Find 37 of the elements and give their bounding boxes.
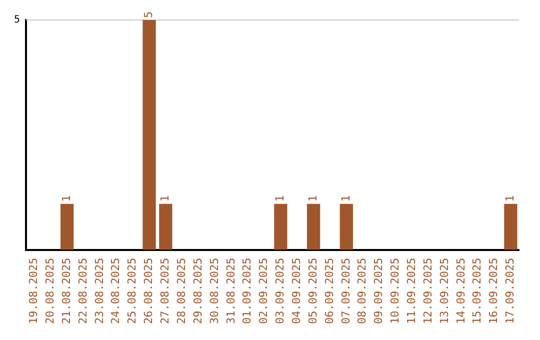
x-tick-label: 30.08.2025 <box>208 258 221 324</box>
x-tick-label: 16.09.2025 <box>487 258 500 324</box>
x-tick-label: 23.08.2025 <box>92 258 106 324</box>
x-tick-label: 19.08.2025 <box>27 258 40 324</box>
x-tick-label: 04.09.2025 <box>290 258 303 324</box>
x-tick-label: 27.08.2025 <box>158 258 172 324</box>
x-tick-label: 15.09.2025 <box>470 258 484 324</box>
x-tick-label: 12.09.2025 <box>421 258 434 324</box>
x-tick-label: 06.09.2025 <box>322 258 336 324</box>
x-tick-label: 20.08.2025 <box>44 258 57 324</box>
data-label: 1 <box>274 195 287 202</box>
x-tick-label: 08.09.2025 <box>356 258 369 324</box>
x-tick-label: 13.09.2025 <box>438 258 451 324</box>
x-tick-label: 05.09.2025 <box>306 258 320 324</box>
x-tick-label: 09.09.2025 <box>372 258 386 324</box>
data-label: 1 <box>339 195 352 202</box>
x-tick-label: 25.08.2025 <box>126 258 139 324</box>
x-tick-label: 28.08.2025 <box>174 258 188 324</box>
x-tick-label: 11.09.2025 <box>404 258 418 324</box>
x-tick-label: 01.09.2025 <box>240 258 254 324</box>
x-tick-label: 29.08.2025 <box>191 258 204 324</box>
x-tick-label: 24.08.2025 <box>109 258 122 324</box>
x-tick-label: 02.09.2025 <box>257 258 270 324</box>
data-label: 1 <box>158 195 172 202</box>
x-tick-label: 03.09.2025 <box>274 258 287 324</box>
data-label: 1 <box>60 195 73 202</box>
x-tick-label: 26.08.2025 <box>142 258 156 324</box>
data-label: 5 <box>142 11 156 18</box>
x-tick-label: 21.08.2025 <box>60 258 73 324</box>
x-tick-label: 31.08.2025 <box>224 258 238 324</box>
data-label: 1 <box>504 195 517 202</box>
x-tick-label: 22.08.2025 <box>76 258 90 324</box>
x-tick-label: 10.09.2025 <box>388 258 402 324</box>
x-tick-label: 07.09.2025 <box>339 258 352 324</box>
data-label: 1 <box>306 195 320 202</box>
x-tick-label: 17.09.2025 <box>504 258 517 324</box>
x-tick-label: 14.09.2025 <box>454 258 468 324</box>
